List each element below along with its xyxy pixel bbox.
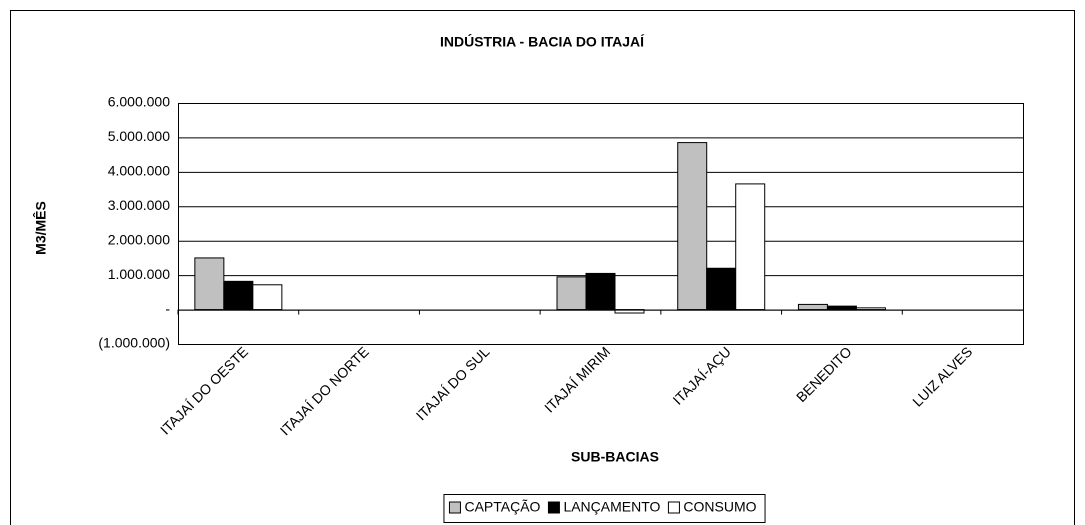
legend-box xyxy=(443,494,766,523)
legend-label: LANÇAMENTO xyxy=(563,499,660,515)
y-tick-label: 5.000.000 xyxy=(108,128,170,144)
plot-border xyxy=(178,103,1024,345)
chart-border xyxy=(10,10,1075,525)
legend-swatch xyxy=(547,501,560,514)
bar xyxy=(735,183,766,311)
y-tick-label: 6.000.000 xyxy=(108,94,170,110)
bar xyxy=(677,142,708,311)
bar xyxy=(797,303,828,311)
y-tick-label: 4.000.000 xyxy=(108,163,170,179)
bar xyxy=(585,272,616,311)
y-tick-label: - xyxy=(165,300,170,316)
bar xyxy=(826,305,857,311)
legend-label: CONSUMO xyxy=(683,499,756,515)
legend: CAPTAÇÃO LANÇAMENTO CONSUMO xyxy=(443,494,766,523)
x-axis-title: SUB-BACIAS xyxy=(571,449,659,465)
legend-swatch xyxy=(667,501,680,514)
bar xyxy=(194,257,225,311)
y-tick-label: 3.000.000 xyxy=(108,197,170,213)
chart-title: INDÚSTRIA - BACIA DO ITAJAÍ xyxy=(440,33,645,50)
y-tick-label: 1.000.000 xyxy=(108,266,170,282)
y-axis-title: M3/MÊS xyxy=(32,201,49,255)
bar xyxy=(556,276,587,311)
bar xyxy=(223,280,254,311)
bar xyxy=(252,284,283,311)
y-tick-label: 2.000.000 xyxy=(108,231,170,247)
bar xyxy=(706,267,737,311)
bar xyxy=(855,307,886,311)
legend-swatch xyxy=(448,501,461,514)
legend-label: CAPTAÇÃO xyxy=(464,499,540,515)
y-tick-label: (1.000.000) xyxy=(98,335,170,351)
